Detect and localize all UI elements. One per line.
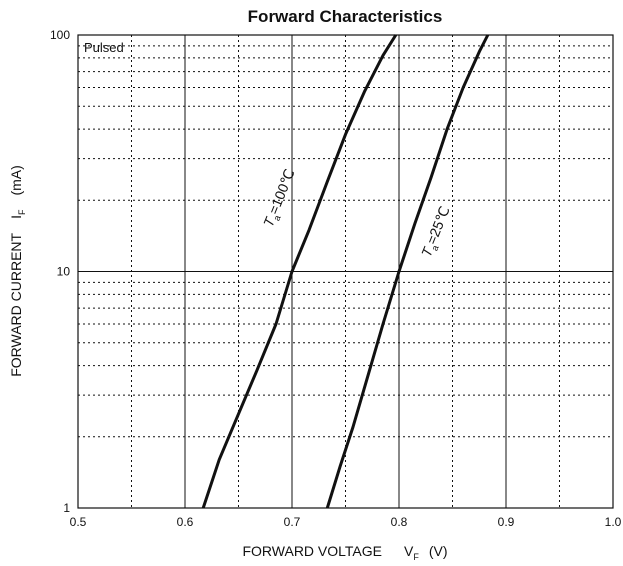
x-tick-label: 0.5 xyxy=(70,515,87,529)
series-label-25c-rest: =25℃ xyxy=(423,204,453,247)
y-tick-label: 100 xyxy=(50,28,70,42)
x-tick-label: 1.0 xyxy=(605,515,622,529)
plot-frame xyxy=(77,34,614,509)
x-tick-labels: 0.5 0.6 0.7 0.8 0.9 1.0 xyxy=(70,515,622,529)
x-axis-label-subscript: F xyxy=(413,552,419,562)
y-tick-labels: 1 10 100 xyxy=(50,28,70,515)
grid xyxy=(78,35,613,508)
y-axis-label-symbol: I xyxy=(8,215,24,219)
y-tick-label: 1 xyxy=(63,501,70,515)
y-axis-label: FORWARD CURRENT IF (mA) xyxy=(8,165,27,377)
curves xyxy=(201,34,490,509)
x-axis-label-symbol: V xyxy=(404,543,414,559)
series-label-100c-subscript: a xyxy=(271,214,282,222)
y-axis-label-unit: (mA) xyxy=(8,165,24,195)
x-tick-label: 0.8 xyxy=(391,515,408,529)
x-axis-label: FORWARD VOLTAGE VF (V) xyxy=(242,543,447,562)
y-axis-label-main: FORWARD CURRENT xyxy=(8,232,24,376)
y-tick-label: 10 xyxy=(57,265,71,279)
x-tick-label: 0.9 xyxy=(498,515,515,529)
series-label-25c: Ta=25℃ xyxy=(418,204,455,260)
x-tick-label: 0.7 xyxy=(284,515,301,529)
y-axis-label-subscript: F xyxy=(17,209,27,215)
chart-title: Forward Characteristics xyxy=(248,7,443,26)
x-tick-label: 0.6 xyxy=(177,515,194,529)
series-label-100c: Ta=100℃ xyxy=(260,167,300,231)
series-line-1 xyxy=(325,34,490,509)
x-axis-label-unit: (V) xyxy=(429,543,448,559)
x-axis-label-main: FORWARD VOLTAGE xyxy=(242,543,382,559)
pulsed-annotation: Pulsed xyxy=(84,40,124,55)
series-line-0 xyxy=(201,34,398,509)
series-label-25c-subscript: a xyxy=(429,244,440,252)
series-label-100c-rest: =100℃ xyxy=(265,167,298,217)
